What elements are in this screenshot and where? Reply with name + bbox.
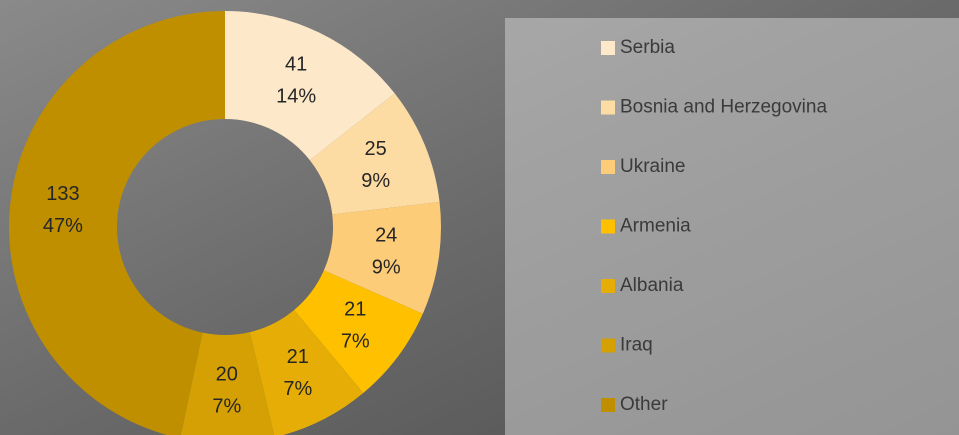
chart: 41 14% 25 9% 24 9% 21 7% 21 7% 20 7% 133 47% Serbia Bos… <box>0 0 959 435</box>
percent-label: 47% <box>43 215 83 237</box>
legend-label: Other <box>620 394 668 415</box>
percent-label: 14% <box>276 86 316 108</box>
legend-label: Iraq <box>620 335 653 356</box>
legend-swatch <box>601 339 615 353</box>
percent-label: 9% <box>372 256 401 278</box>
value-label: 25 <box>365 138 387 160</box>
legend-swatch <box>601 279 615 293</box>
page: {"chart_data": {"type": "donut", "catego… <box>0 0 959 435</box>
value-label: 21 <box>287 346 309 368</box>
legend-label: Bosnia and Herzegovina <box>620 97 827 118</box>
percent-label: 9% <box>361 170 390 192</box>
legend-label: Serbia <box>620 37 675 58</box>
value-label: 24 <box>375 224 397 246</box>
value-label: 41 <box>285 54 307 76</box>
percent-label: 7% <box>341 330 370 352</box>
percent-label: 7% <box>212 395 241 417</box>
legend-swatch <box>601 41 615 55</box>
value-label: 20 <box>216 363 238 385</box>
legend-swatch <box>601 160 615 174</box>
percent-label: 7% <box>283 378 312 400</box>
legend-swatch <box>601 398 615 412</box>
value-label: 133 <box>46 183 79 205</box>
legend-label: Ukraine <box>620 156 685 177</box>
legend-swatch <box>601 101 615 115</box>
legend-label: Armenia <box>620 216 691 237</box>
legend-label: Albania <box>620 275 684 296</box>
legend-panel <box>505 18 959 435</box>
value-label: 21 <box>344 298 366 320</box>
legend-swatch <box>601 220 615 234</box>
